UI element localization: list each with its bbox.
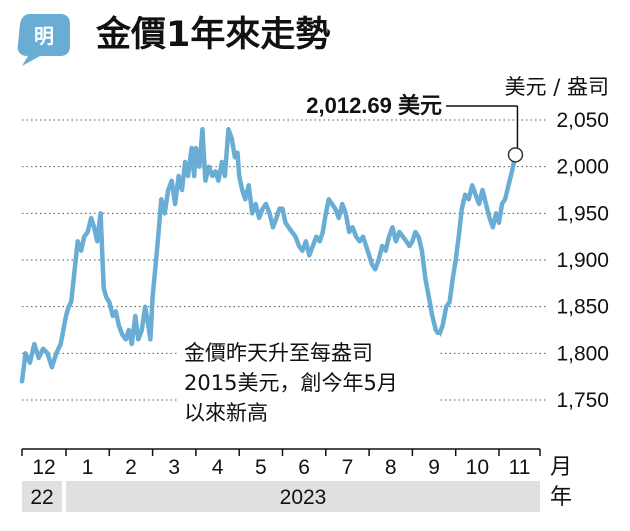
logo-badge: 明 <box>17 14 70 66</box>
x-axis-unit: 月 <box>550 455 572 480</box>
y-tick-label: 1,800 <box>556 342 609 365</box>
x-tick-labels: 12 1 2 3 4 5 6 7 8 9 10 11 <box>32 456 530 479</box>
y-tick-label: 1,900 <box>556 249 609 272</box>
y-tick-label: 1,950 <box>556 202 609 225</box>
price-line <box>19 127 518 384</box>
x-tick-label: 6 <box>298 456 310 479</box>
annotation: 金價昨天升至每盎司 2015美元，創今年5月 以來新高 <box>178 335 440 429</box>
annotation-line-1: 金價昨天升至每盎司 <box>184 341 373 365</box>
logo-text: 明 <box>34 24 54 48</box>
x-tick-label: 3 <box>168 456 180 479</box>
annotation-line-3: 以來新高 <box>184 401 268 425</box>
x-tick-label: 7 <box>342 456 354 479</box>
year-unit: 年 <box>550 485 572 510</box>
y-tick-label: 2,000 <box>556 156 609 179</box>
x-tick-label: 9 <box>428 456 440 479</box>
x-tick-label: 5 <box>255 456 267 479</box>
year-band-2023 <box>66 481 540 512</box>
year-band-2022 <box>22 481 62 512</box>
x-tick-label: 12 <box>32 456 55 479</box>
y-axis-unit: 美元 / 盎司 <box>505 75 609 99</box>
price-series <box>19 127 518 384</box>
x-tick-marks <box>21 449 541 456</box>
year-label-2023: 2023 <box>280 486 327 509</box>
y-tick-label: 1,750 <box>556 389 609 412</box>
x-tick-label: 1 <box>82 456 94 479</box>
latest-price-callout: 2,012.69 美元 <box>306 93 524 163</box>
y-tick-label: 1,850 <box>556 296 609 319</box>
x-tick-label: 8 <box>385 456 397 479</box>
y-tick-label: 2,050 <box>556 109 609 132</box>
year-label-2022: 22 <box>30 486 53 509</box>
annotation-line-2: 2015美元，創今年5月 <box>184 371 398 395</box>
chart-title: 金價1年來走勢 <box>95 14 330 55</box>
latest-point-marker <box>507 147 524 163</box>
x-tick-label: 10 <box>466 456 489 479</box>
x-tick-label: 11 <box>509 456 531 479</box>
y-tick-labels: 2,050 2,000 1,950 1,900 1,850 1,800 1,750 <box>556 109 609 412</box>
callout-label: 2,012.69 美元 <box>306 93 442 118</box>
x-tick-label: 4 <box>212 456 224 479</box>
x-tick-label: 2 <box>125 456 137 479</box>
